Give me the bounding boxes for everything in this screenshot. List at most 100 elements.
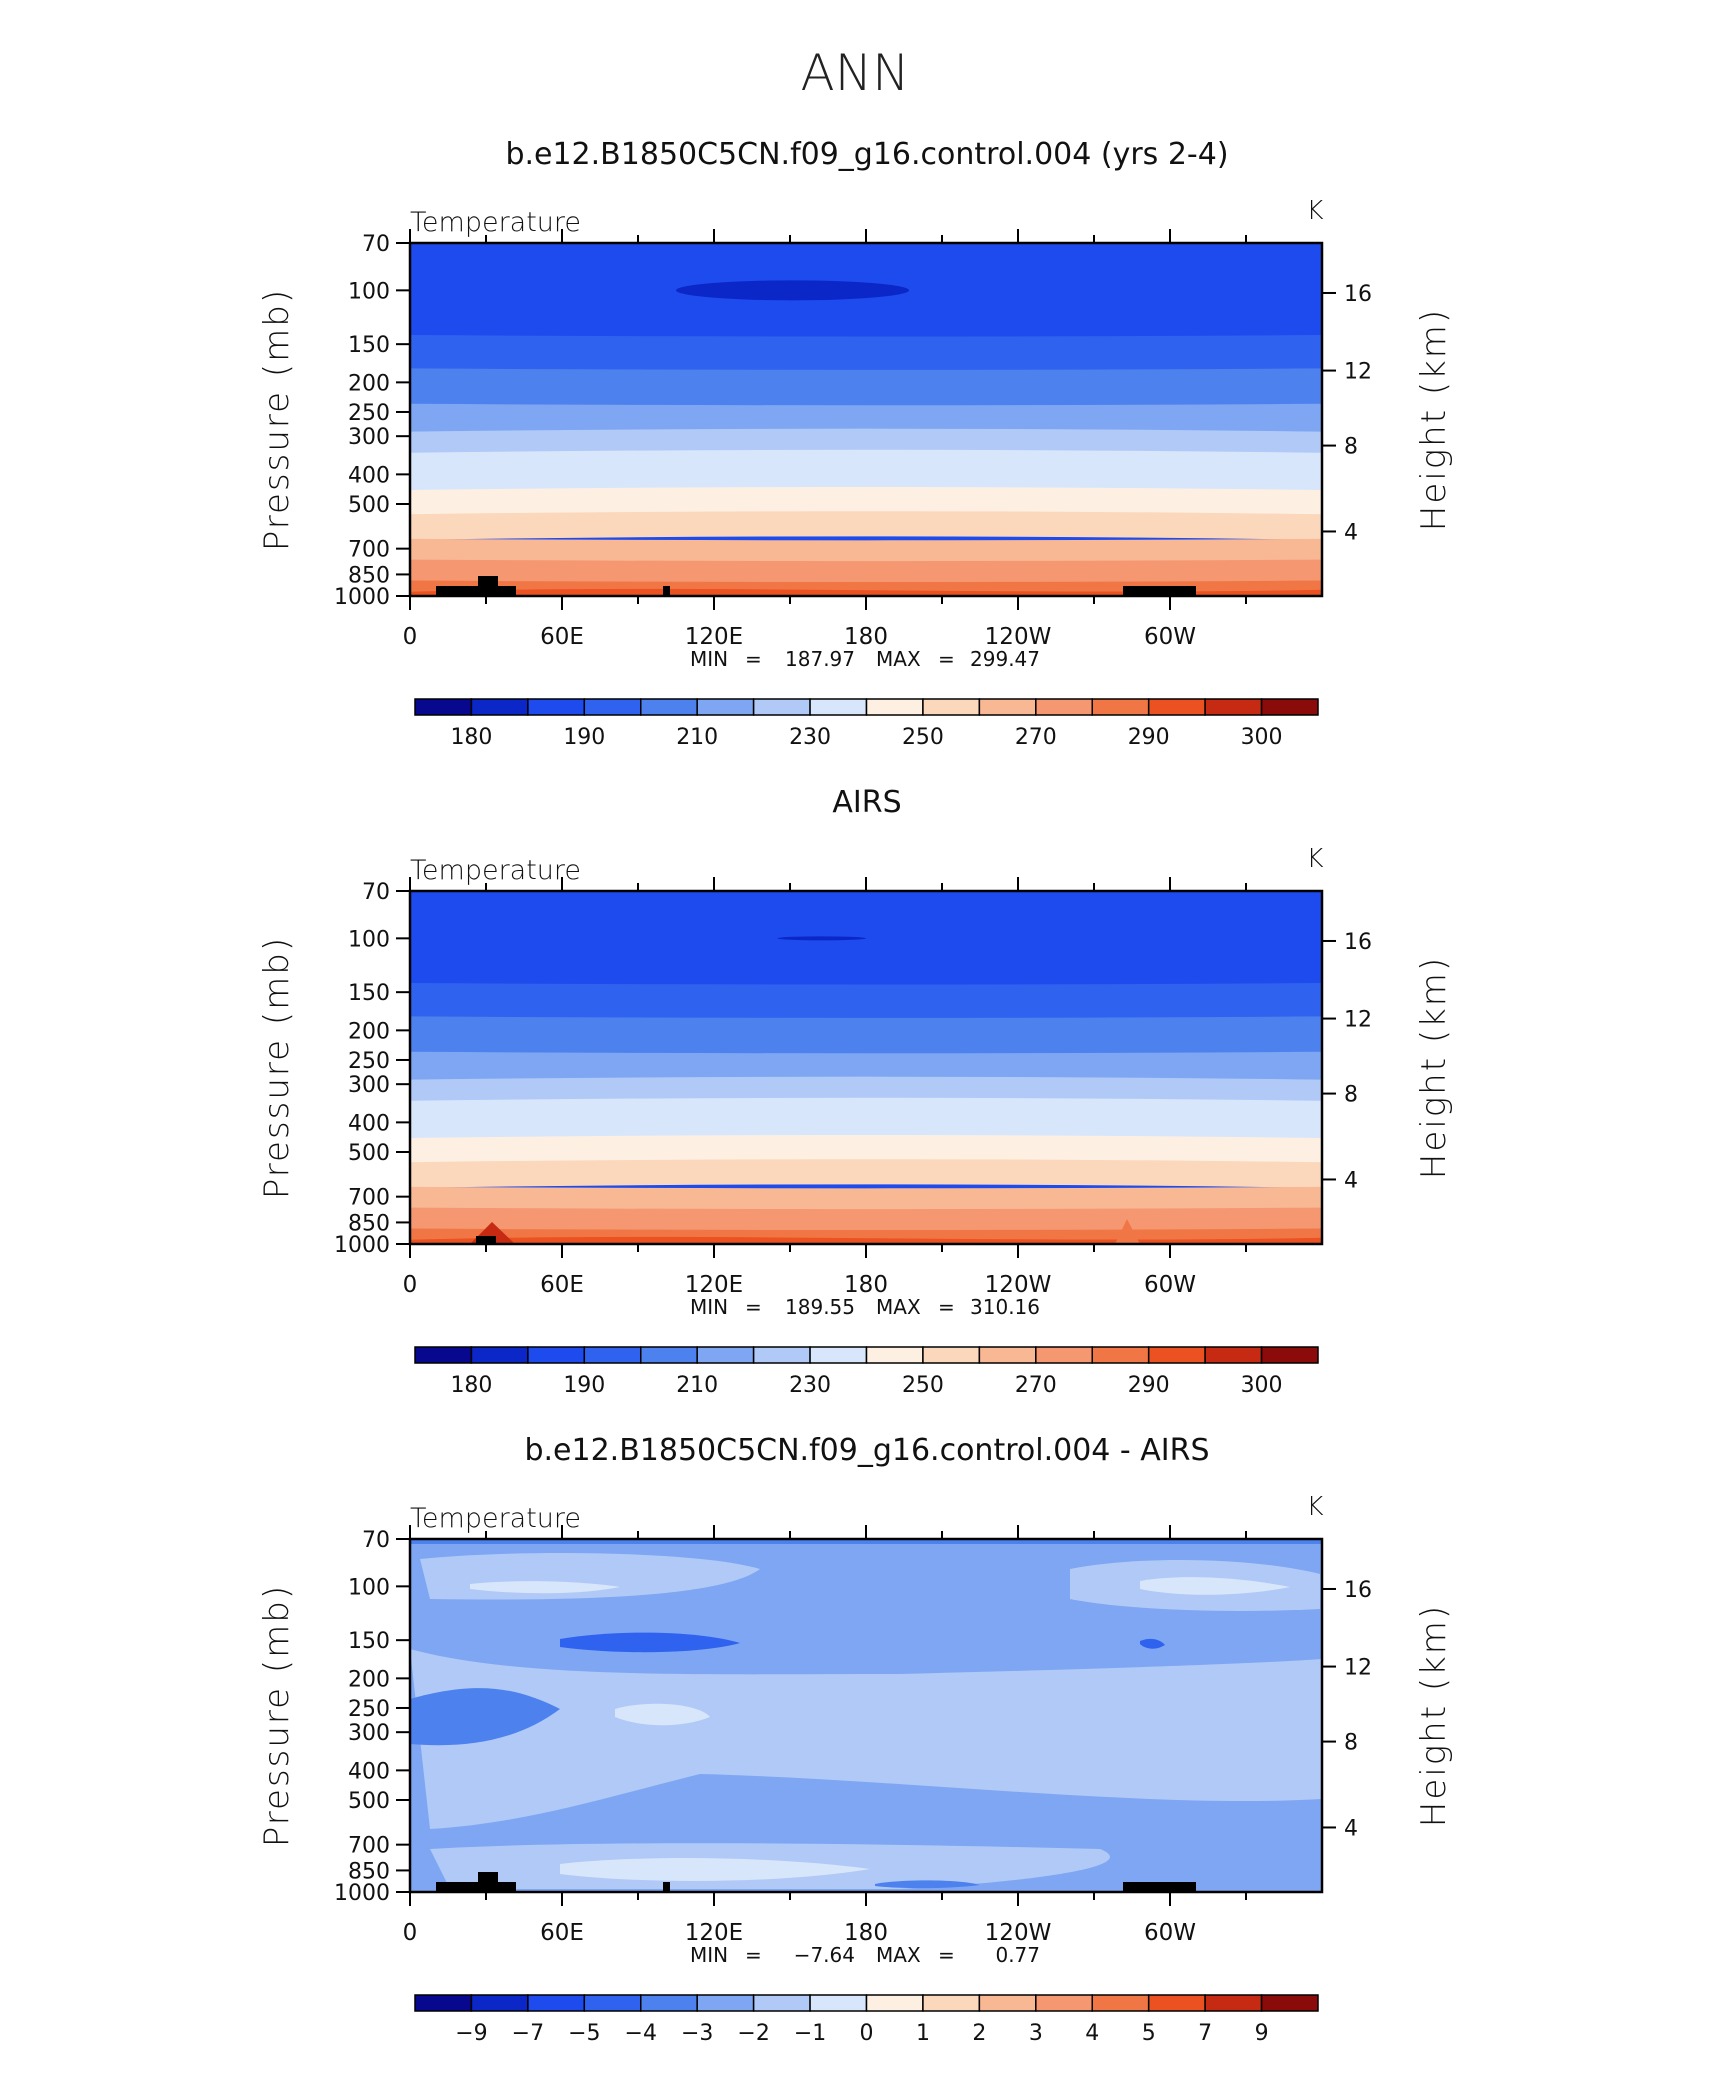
diff-contour-region xyxy=(560,1632,740,1653)
equals-sign: = xyxy=(745,1943,762,1967)
y2-tick-label: 16 xyxy=(1344,930,1372,955)
y-tick-label: 150 xyxy=(348,981,390,1006)
diff-contour-region xyxy=(615,1703,710,1726)
colorbar-box xyxy=(640,1994,698,2012)
y-tick-label: 250 xyxy=(348,1049,390,1074)
temperature-band xyxy=(410,1051,1322,1082)
y-tick-label: 200 xyxy=(348,371,390,396)
colorbar-label: 4 xyxy=(1085,2021,1099,2046)
colorbar-box xyxy=(752,698,811,716)
y2-tick-label: 4 xyxy=(1344,1816,1358,1841)
temperature-band xyxy=(410,1135,1322,1164)
y-tick-label: 200 xyxy=(348,1667,390,1692)
y2-tick-label: 12 xyxy=(1344,360,1372,385)
y2-tick-label: 16 xyxy=(1344,282,1372,307)
variable-label: Temperature xyxy=(410,1503,581,1534)
colorbar-box xyxy=(1091,1346,1150,1364)
cold-core-contour xyxy=(777,936,867,941)
y-tick-label: 700 xyxy=(348,1186,390,1211)
min-label: MIN xyxy=(690,1943,728,1967)
temperature-band xyxy=(410,1016,1322,1054)
y2-axis-title: Height (km) xyxy=(1414,308,1454,531)
panels-root: b.e12.B1850C5CN.f09_g16.control.004 (yrs… xyxy=(257,137,1454,2046)
colorbar-box xyxy=(1260,698,1319,716)
colorbar-box xyxy=(470,1994,529,2012)
temperature-band xyxy=(410,1186,1322,1210)
colorbar-label: −2 xyxy=(737,2021,769,2046)
temperature-band xyxy=(410,538,1322,562)
colorbar-label: 7 xyxy=(1198,2021,1212,2046)
y-tick-label: 500 xyxy=(348,1789,390,1814)
y2-tick-label: 4 xyxy=(1344,520,1358,545)
y2-tick-label: 8 xyxy=(1344,435,1358,460)
colorbar-label: 190 xyxy=(563,725,605,750)
colorbar-box xyxy=(583,1346,642,1364)
y-axis-title: Pressure (mb) xyxy=(257,288,297,551)
max-value: 299.47 xyxy=(970,647,1040,671)
colorbar-box xyxy=(640,1346,698,1364)
colorbar-box xyxy=(1260,1346,1319,1364)
colorbar-box xyxy=(470,698,529,716)
y-tick-label: 300 xyxy=(348,425,390,450)
diff-contour-region xyxy=(1140,1638,1165,1649)
colorbar-label: 230 xyxy=(789,725,831,750)
colorbar-box xyxy=(978,1346,1037,1364)
colorbar-box xyxy=(865,1346,924,1364)
page-title: ANN xyxy=(800,44,909,102)
colorbar-label: −4 xyxy=(625,2021,657,2046)
equals-sign: = xyxy=(745,647,762,671)
diff-contour-region xyxy=(560,1857,870,1881)
colorbar-box xyxy=(527,1994,586,2012)
colorbar-box xyxy=(583,1994,642,2012)
y-tick-label: 250 xyxy=(348,1697,390,1722)
temperature-band xyxy=(410,368,1322,406)
y-tick-label: 70 xyxy=(362,1528,390,1553)
x-tick-label: 120E xyxy=(685,1272,743,1298)
units-label: K xyxy=(1306,1492,1323,1522)
y-tick-label: 70 xyxy=(362,232,390,257)
temperature-band xyxy=(410,487,1322,516)
colorbar-box xyxy=(1147,1346,1206,1364)
panel-model: b.e12.B1850C5CN.f09_g16.control.004 (yrs… xyxy=(257,137,1454,750)
colorbar-box xyxy=(922,1346,981,1364)
x-tick-label: 60W xyxy=(1144,1920,1196,1946)
y2-tick-label: 12 xyxy=(1344,1008,1372,1033)
colorbar-box xyxy=(978,1994,1037,2012)
y-tick-label: 700 xyxy=(348,1834,390,1859)
y-tick-label: 200 xyxy=(348,1019,390,1044)
colorbar-box xyxy=(1035,1994,1093,2012)
colorbar-label: 1 xyxy=(916,2021,930,2046)
colorbar-box xyxy=(752,1994,811,2012)
y-tick-label: 500 xyxy=(348,493,390,518)
topography-mask xyxy=(663,1882,670,1892)
variable-label: Temperature xyxy=(410,207,581,238)
y-tick-label: 400 xyxy=(348,1759,390,1784)
temperature-band xyxy=(410,1159,1322,1188)
x-tick-label: 180 xyxy=(844,1920,888,1946)
field-layer xyxy=(410,243,1322,596)
colorbar-box xyxy=(865,698,924,716)
x-tick-label: 120W xyxy=(985,1920,1052,1946)
colorbar-label: 270 xyxy=(1015,725,1057,750)
max-label: MAX xyxy=(876,1295,921,1319)
colorbar-label: 2 xyxy=(972,2021,986,2046)
colorbar-box xyxy=(1204,1994,1263,2012)
y-tick-label: 1000 xyxy=(334,1881,390,1906)
colorbar-box xyxy=(696,1994,755,2012)
x-tick-label: 180 xyxy=(844,624,888,650)
colorbar-label: 190 xyxy=(563,1373,605,1398)
y-tick-label: 70 xyxy=(362,880,390,905)
colorbar-box xyxy=(922,698,981,716)
y2-tick-label: 8 xyxy=(1344,1083,1358,1108)
topography-mask xyxy=(436,586,516,596)
colorbar-box xyxy=(922,1994,981,2012)
units-label: K xyxy=(1306,844,1323,874)
cold-core-contour xyxy=(676,280,910,301)
x-tick-label: 60E xyxy=(540,1920,584,1946)
diff-contour-region xyxy=(410,1688,560,1746)
temperature-band xyxy=(410,511,1322,540)
y-tick-label: 250 xyxy=(348,401,390,426)
x-tick-label: 60E xyxy=(540,1272,584,1298)
y2-tick-label: 12 xyxy=(1344,1656,1372,1681)
field-layer xyxy=(410,891,1322,1244)
